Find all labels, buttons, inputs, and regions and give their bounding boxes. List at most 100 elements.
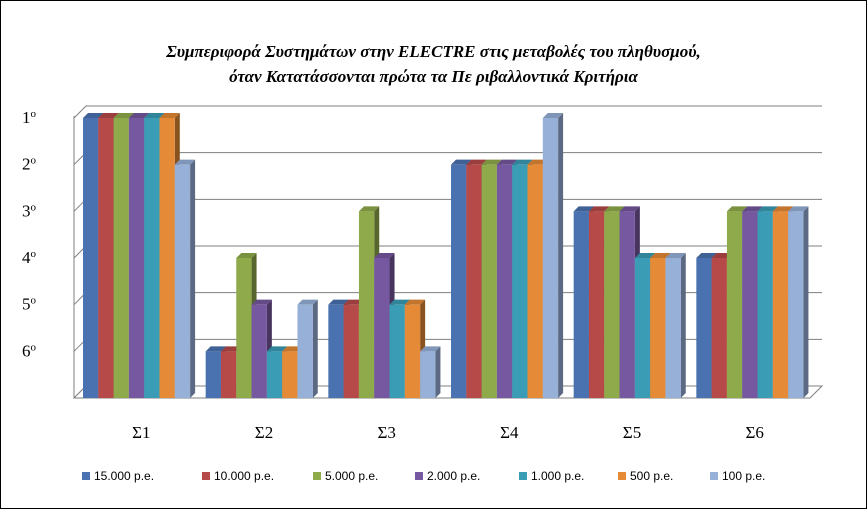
bar bbox=[481, 164, 497, 398]
bar-top bbox=[128, 113, 150, 118]
bar bbox=[205, 351, 221, 398]
legend-label: 500 p.e. bbox=[630, 469, 674, 483]
bar bbox=[757, 211, 773, 398]
bar bbox=[573, 211, 589, 398]
y-tick-label: 4ο bbox=[22, 248, 37, 267]
bar-top bbox=[389, 299, 410, 305]
bar bbox=[726, 211, 743, 398]
legend-label: 2.000 p.e. bbox=[427, 469, 481, 483]
gridline bbox=[73, 105, 822, 119]
bar-side bbox=[803, 206, 809, 398]
bar-top bbox=[711, 253, 732, 258]
y-tick-label: 3ο bbox=[22, 201, 37, 220]
bar bbox=[98, 118, 114, 398]
legend-label: 10.000 p.e. bbox=[214, 469, 275, 483]
bar bbox=[542, 118, 559, 398]
bar-top bbox=[619, 206, 640, 212]
bar bbox=[742, 211, 758, 398]
bar-top bbox=[772, 206, 794, 212]
bar-top bbox=[251, 299, 272, 305]
bar bbox=[527, 164, 543, 398]
x-tick-label: Σ3 bbox=[377, 423, 395, 442]
bar bbox=[159, 118, 175, 398]
chart-title-line-1: Συμπεριφορά Συστημάτων στην ELECTRE στις… bbox=[166, 42, 701, 61]
legend-swatch bbox=[415, 472, 423, 480]
bar-top bbox=[328, 299, 349, 305]
legend-item: 500 p.e. bbox=[618, 469, 673, 483]
legend-item: 5.000 p.e. bbox=[313, 469, 378, 483]
x-tick-label: Σ5 bbox=[623, 423, 641, 442]
bar-top bbox=[757, 206, 778, 212]
bar-top bbox=[113, 113, 134, 118]
bar bbox=[236, 258, 252, 398]
bar-top bbox=[726, 206, 748, 212]
bar bbox=[144, 118, 160, 398]
legend-label: 5.000 p.e. bbox=[325, 469, 379, 483]
bar-top bbox=[604, 206, 625, 212]
legend-label: 1.000 p.e. bbox=[531, 469, 585, 483]
legend-swatch bbox=[82, 472, 90, 480]
chart-legend: 15.000 p.e. 10.000 p.e. 5.000 p.e. 2.000 p.… bbox=[82, 469, 792, 485]
bar-side bbox=[190, 159, 196, 398]
bar bbox=[220, 351, 237, 398]
legend-item: 2.000 p.e. bbox=[415, 469, 480, 483]
bar-top bbox=[512, 159, 533, 165]
bar bbox=[451, 164, 467, 398]
bar-top bbox=[588, 206, 610, 212]
bar bbox=[588, 211, 605, 398]
legend-label: 15.000 p.e. bbox=[94, 469, 155, 483]
bar-top bbox=[496, 159, 518, 165]
bar-top bbox=[527, 159, 548, 165]
bar bbox=[420, 351, 436, 398]
bar-top bbox=[404, 299, 426, 305]
bar bbox=[374, 258, 390, 398]
bar bbox=[404, 304, 421, 398]
bar-top bbox=[634, 253, 656, 258]
bar bbox=[772, 211, 789, 398]
bar-top bbox=[358, 206, 380, 212]
bar bbox=[711, 258, 727, 398]
legend-swatch bbox=[710, 472, 718, 480]
bar bbox=[83, 118, 99, 398]
bar bbox=[466, 164, 482, 398]
bar bbox=[634, 258, 651, 398]
bar-top bbox=[220, 346, 242, 352]
bar-top bbox=[451, 159, 472, 165]
bar-top bbox=[481, 159, 502, 165]
bar-top bbox=[343, 299, 364, 305]
bar bbox=[251, 304, 267, 398]
x-tick-label: Σ6 bbox=[745, 423, 763, 442]
legend-swatch bbox=[202, 472, 210, 480]
bar-top bbox=[542, 113, 564, 118]
legend-swatch bbox=[618, 472, 626, 480]
bar-top bbox=[98, 113, 119, 118]
legend-label: 100 p.e. bbox=[722, 469, 766, 483]
bar-top bbox=[374, 253, 395, 258]
legend-item: 10.000 p.e. bbox=[202, 469, 274, 483]
bar-top bbox=[696, 253, 717, 258]
bar bbox=[788, 211, 804, 398]
y-tick-label: 6ο bbox=[22, 341, 37, 360]
bar-top bbox=[174, 159, 196, 165]
x-tick-label: Σ4 bbox=[500, 423, 519, 442]
bar bbox=[282, 351, 298, 398]
bar-top bbox=[466, 159, 487, 165]
bar-top bbox=[266, 346, 288, 352]
bar-top bbox=[144, 113, 165, 118]
bar-top bbox=[420, 346, 441, 352]
bar bbox=[328, 304, 344, 398]
legend-item: 100 p.e. bbox=[710, 469, 765, 483]
chart-title-line-2: όταν Κατατάσσονται πρώτα τα Πε ριβαλλοντ… bbox=[229, 67, 638, 86]
bar bbox=[696, 258, 712, 398]
bar-side bbox=[680, 253, 686, 398]
bar-top bbox=[236, 253, 257, 258]
legend-swatch bbox=[313, 472, 321, 480]
bar-side bbox=[435, 346, 441, 398]
y-tick-label: 1ο bbox=[22, 108, 37, 127]
legend-swatch bbox=[519, 472, 527, 480]
bar-top bbox=[205, 346, 226, 352]
bar bbox=[266, 351, 283, 398]
legend-item: 15.000 p.e. bbox=[82, 469, 154, 483]
bar bbox=[512, 164, 528, 398]
